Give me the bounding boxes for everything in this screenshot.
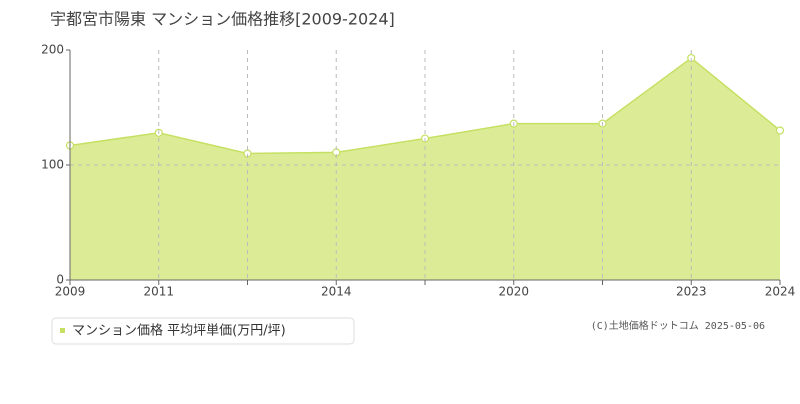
source: (C)土地価格ドットコム 2025-05-06 — [591, 319, 765, 332]
y-tick-label: 0 — [56, 273, 64, 287]
x-tick-label: 2014 — [321, 285, 352, 299]
legend-box — [51, 317, 355, 345]
area — [70, 58, 780, 280]
y-tick-label: 100 — [41, 158, 64, 172]
legend-swatch — [60, 328, 65, 333]
point — [775, 126, 785, 135]
chart-title: 宇都宮市陽東 マンション価格推移[2009-2024] — [50, 10, 395, 29]
x-tick-label: 2011 — [143, 285, 174, 299]
x-tick-label: 2023 — [676, 285, 707, 299]
y-tick-label: 200 — [41, 43, 64, 57]
x-tick-label: 2009 — [55, 285, 86, 299]
x-tick-label: 2024 — [765, 285, 796, 299]
legend-label: マンション価格 平均坪単価(万円/坪) — [72, 323, 286, 339]
x-tick-label: 2020 — [498, 285, 529, 299]
